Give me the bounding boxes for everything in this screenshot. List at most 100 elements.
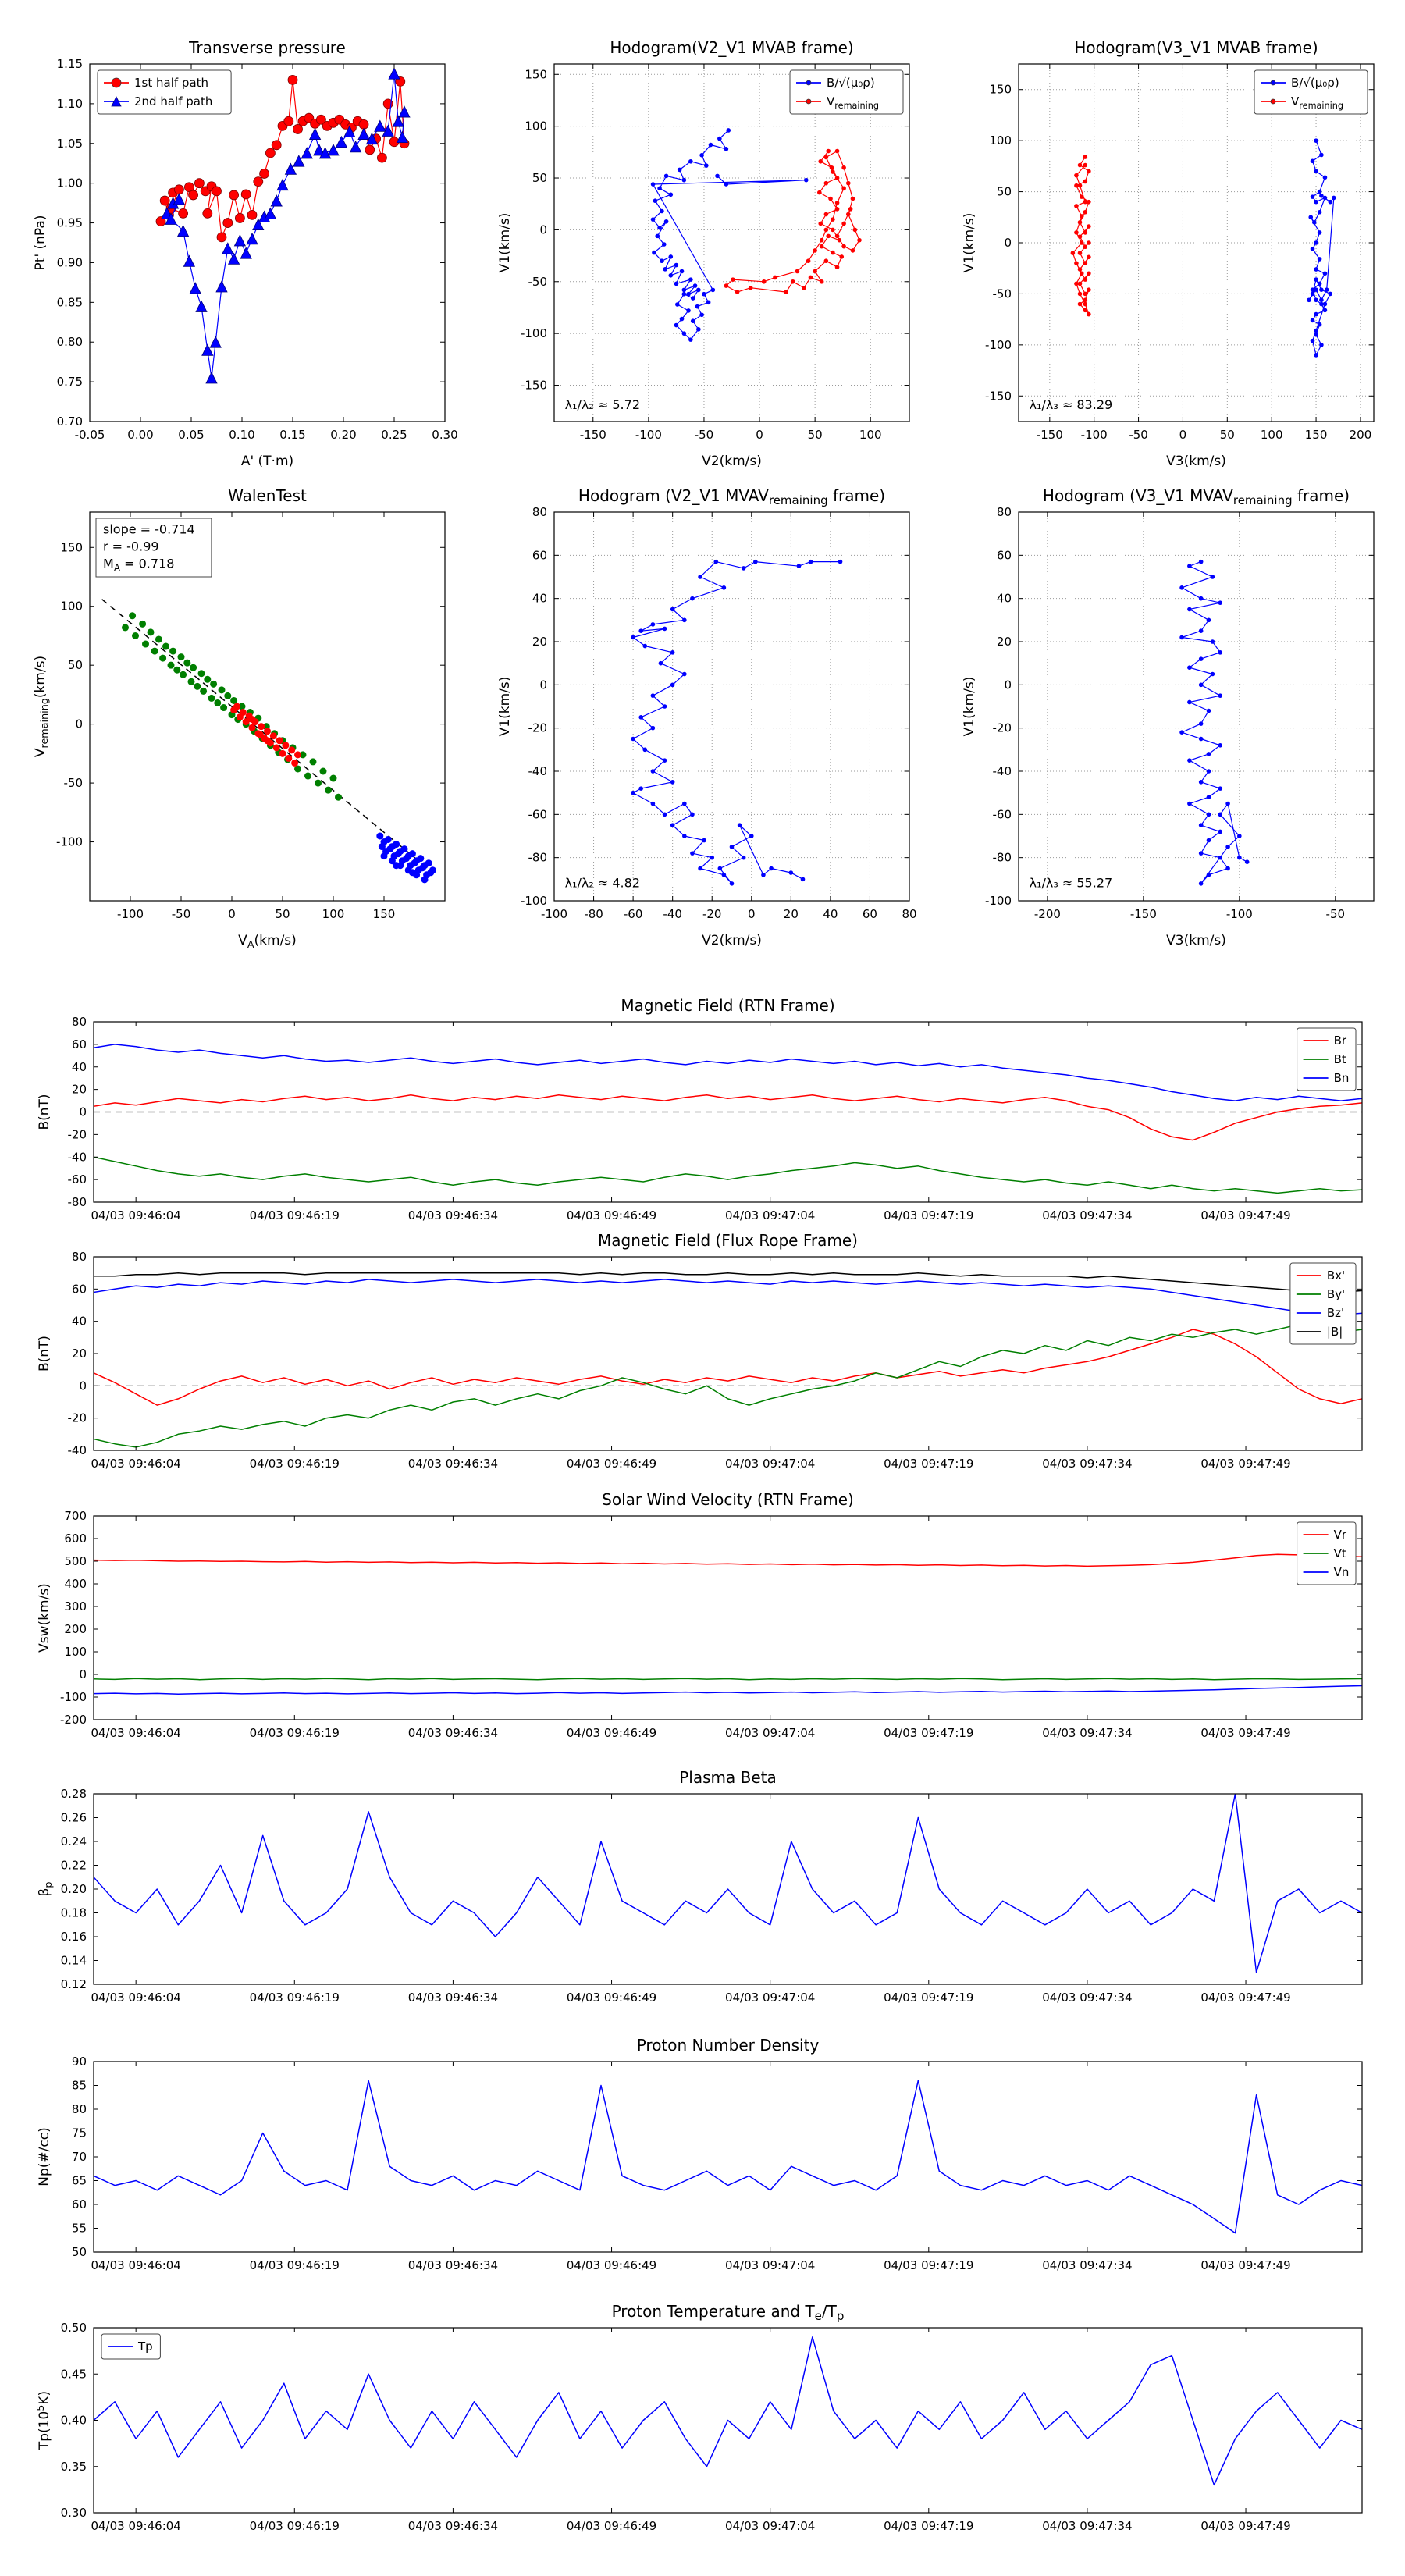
svg-text:20: 20 — [784, 907, 799, 921]
svg-text:Plasma Beta: Plasma Beta — [679, 1768, 777, 1787]
svg-text:0.80: 0.80 — [57, 335, 83, 349]
svg-text:04/03 09:47:34: 04/03 09:47:34 — [1042, 2519, 1132, 2533]
svg-text:04/03 09:47:49: 04/03 09:47:49 — [1200, 1208, 1290, 1222]
svg-text:-100: -100 — [635, 428, 662, 442]
svg-text:150: 150 — [1305, 428, 1328, 442]
svg-text:Transverse pressure: Transverse pressure — [188, 38, 346, 57]
magnetic-field-flux-rope-canvas: 04/03 09:46:04 04/03 09:46:19 04/03 09:46:… — [37, 1231, 1363, 1471]
svg-text:80: 80 — [532, 505, 547, 519]
svg-text:20: 20 — [72, 1347, 87, 1361]
svg-text:V3(km/s): V3(km/s) — [1166, 933, 1226, 948]
svg-text:0: 0 — [228, 907, 236, 921]
svg-text:100: 100 — [859, 428, 882, 442]
svg-text:20: 20 — [532, 635, 547, 649]
svg-text:0.22: 0.22 — [61, 1859, 87, 1873]
svg-text:04/03 09:47:19: 04/03 09:47:19 — [884, 1726, 973, 1740]
svg-text:V1(km/s): V1(km/s) — [962, 213, 977, 273]
svg-text:500: 500 — [64, 1554, 87, 1568]
svg-text:-100: -100 — [985, 338, 1012, 352]
svg-text:1st half path: 1st half path — [134, 76, 208, 90]
svg-text:0.20: 0.20 — [61, 1882, 87, 1896]
svg-text:Vremaining: Vremaining — [827, 94, 879, 111]
svg-text:-50: -50 — [64, 776, 84, 790]
svg-text:65: 65 — [72, 2174, 87, 2188]
svg-text:Tp: Tp — [137, 2339, 153, 2354]
svg-text:100: 100 — [64, 1645, 87, 1659]
svg-text:-60: -60 — [528, 807, 548, 821]
svg-text:-20: -20 — [68, 1127, 87, 1141]
svg-text:By': By' — [1327, 1287, 1345, 1301]
svg-text:-80: -80 — [993, 851, 1012, 865]
hodogram-v2v1-mvav-canvas: -100 -80 -60 -40 -20 0 20 40 60 80 -100 -80 -60 -40 -2… — [497, 486, 917, 948]
svg-text:04/03 09:47:04: 04/03 09:47:04 — [725, 2258, 815, 2272]
svg-text:04/03 09:46:49: 04/03 09:46:49 — [567, 2519, 656, 2533]
hodogram-v2v1-mvab-canvas: -150 -100 -50 0 50 100 -150 -100 -50 0 50 100 150 Hod… — [497, 38, 910, 469]
svg-text:04/03 09:47:49: 04/03 09:47:49 — [1200, 1991, 1290, 2005]
svg-text:0.40: 0.40 — [61, 2414, 87, 2428]
svg-text:04/03 09:46:34: 04/03 09:46:34 — [408, 1208, 498, 1222]
svg-text:-100: -100 — [117, 907, 144, 921]
svg-text:100: 100 — [989, 133, 1012, 148]
svg-text:1.15: 1.15 — [57, 57, 83, 71]
svg-text:-50: -50 — [172, 907, 191, 921]
svg-text:-40: -40 — [68, 1443, 87, 1457]
chart-magnetic-field-flux-rope: 04/03 09:46:04 04/03 09:46:19 04/03 09:46:… — [16, 1215, 1393, 1489]
svg-text:-200: -200 — [1034, 907, 1061, 921]
hodogram-v3v1-mvav-canvas: -200 -150 -100 -50-100-80-60-40-20020406080… — [962, 486, 1375, 948]
svg-text:0: 0 — [79, 1379, 87, 1393]
svg-text:60: 60 — [72, 2197, 87, 2211]
svg-text:04/03 09:46:19: 04/03 09:46:19 — [250, 1208, 340, 1222]
svg-text:Bx': Bx' — [1327, 1268, 1345, 1283]
svg-text:V2(km/s): V2(km/s) — [702, 454, 762, 469]
svg-text:0.85: 0.85 — [57, 295, 83, 309]
svg-text:04/03 09:46:19: 04/03 09:46:19 — [250, 2519, 340, 2533]
svg-text:0.00: 0.00 — [127, 428, 153, 442]
svg-text:0.15: 0.15 — [279, 428, 305, 442]
svg-text:Br: Br — [1334, 1034, 1347, 1048]
svg-text:-100: -100 — [1081, 428, 1108, 442]
svg-text:λ₁/λ₃ ≈ 83.29: λ₁/λ₃ ≈ 83.29 — [1030, 397, 1113, 412]
svg-text:20: 20 — [997, 635, 1012, 649]
chart-hodogram-v2v1-mvab: -150 -100 -50 0 50 100 -150 -100 -50 0 50 100 150 Hod… — [480, 16, 925, 487]
svg-text:04/03 09:46:34: 04/03 09:46:34 — [408, 1457, 498, 1471]
svg-text:04/03 09:47:34: 04/03 09:47:34 — [1042, 1457, 1132, 1471]
svg-text:04/03 09:46:04: 04/03 09:46:04 — [91, 1726, 180, 1740]
svg-text:150: 150 — [525, 67, 547, 81]
svg-text:0: 0 — [1004, 678, 1012, 692]
svg-text:B/√(μ₀ρ): B/√(μ₀ρ) — [827, 76, 875, 90]
svg-text:-100: -100 — [521, 326, 547, 340]
svg-text:-20: -20 — [993, 721, 1012, 735]
svg-text:04/03 09:46:04: 04/03 09:46:04 — [91, 2519, 180, 2533]
svg-text:Vr: Vr — [1334, 1528, 1347, 1542]
svg-text:0.70: 0.70 — [57, 415, 83, 429]
svg-text:A' (T·m): A' (T·m) — [241, 454, 293, 469]
svg-text:200: 200 — [64, 1622, 87, 1636]
svg-text:100: 100 — [525, 119, 547, 133]
svg-text:Vsw(km/s): Vsw(km/s) — [37, 1583, 52, 1653]
svg-text:B(nT): B(nT) — [37, 1336, 52, 1372]
svg-text:100: 100 — [60, 600, 83, 614]
svg-text:600: 600 — [64, 1532, 87, 1546]
svg-text:V1(km/s): V1(km/s) — [497, 677, 513, 737]
solar-wind-velocity-canvas: 04/03 09:46:04 04/03 09:46:19 04/03 09:46:… — [37, 1490, 1363, 1740]
svg-text:r = -0.99: r = -0.99 — [103, 539, 159, 554]
plasma-beta-canvas: 04/03 09:46:04 04/03 09:46:19 04/03 09:46:… — [37, 1768, 1363, 2005]
svg-text:700: 700 — [64, 1509, 87, 1523]
svg-text:V2(km/s): V2(km/s) — [702, 933, 762, 948]
svg-text:Proton Number Density: Proton Number Density — [637, 2036, 820, 2055]
chart-proton-number-density: 04/03 09:46:04 04/03 09:46:19 04/03 09:46:… — [16, 2019, 1393, 2290]
svg-text:04/03 09:46:04: 04/03 09:46:04 — [91, 1208, 180, 1222]
svg-text:Hodogram (V3_V1 MVAVremaining: Hodogram (V3_V1 MVAVremaining frame) — [1043, 486, 1350, 507]
svg-text:-60: -60 — [993, 807, 1012, 821]
svg-text:0.26: 0.26 — [61, 1811, 87, 1825]
svg-text:-60: -60 — [68, 1172, 87, 1187]
svg-text:Vremaining(km/s): Vremaining(km/s) — [33, 656, 51, 757]
svg-text:-150: -150 — [521, 379, 547, 393]
svg-text:-80: -80 — [68, 1195, 87, 1209]
svg-text:04/03 09:46:19: 04/03 09:46:19 — [250, 2258, 340, 2272]
svg-text:-50: -50 — [993, 286, 1012, 301]
svg-text:-150: -150 — [985, 389, 1012, 403]
chart-transverse-pressure: -0.05 0.00 0.05 0.10 0.15 0.20 0.25 0.30 0.70 0.7… — [16, 16, 461, 487]
svg-text:-50: -50 — [1326, 907, 1346, 921]
svg-text:-100: -100 — [60, 1690, 87, 1704]
